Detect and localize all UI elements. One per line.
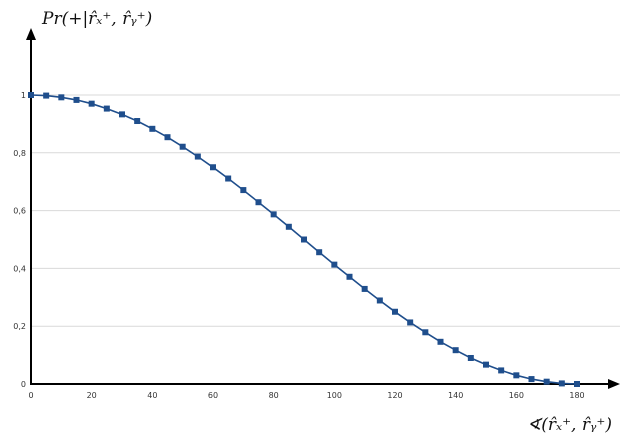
data-point (376, 297, 383, 304)
x-tick-label: 0 (28, 391, 33, 400)
y-axis-arrow (26, 28, 36, 40)
data-point (483, 361, 489, 368)
x-tick-label: 20 (87, 391, 97, 400)
data-point (225, 175, 232, 182)
data-point (346, 273, 353, 280)
data-point (543, 378, 550, 385)
data-point (331, 261, 338, 268)
data-point (316, 249, 323, 256)
data-point (270, 211, 277, 218)
data-point (407, 319, 414, 326)
data-point (574, 381, 580, 387)
data-point (103, 105, 110, 112)
data-point (43, 92, 50, 99)
x-tick-label: 40 (147, 391, 157, 400)
data-point (467, 354, 474, 361)
data-point (210, 164, 216, 171)
x-axis-arrow (608, 379, 620, 389)
data-point (134, 118, 141, 125)
data-point (528, 376, 535, 383)
y-tick-label: 1 (21, 91, 26, 100)
data-point (179, 143, 186, 150)
x-tick-label: 80 (269, 391, 279, 400)
x-tick-label: 60 (208, 391, 218, 400)
y-tick-label: 0,4 (13, 264, 26, 273)
data-point (558, 380, 565, 387)
data-point (498, 367, 505, 374)
data-point (73, 96, 80, 103)
data-point (28, 92, 34, 98)
y-tick-label: 0,8 (13, 149, 26, 158)
data-point (513, 372, 520, 379)
data-point (437, 338, 444, 345)
data-point (255, 199, 262, 206)
data-point (149, 125, 156, 132)
y-tick-label: 0,2 (13, 322, 26, 331)
data-point (194, 153, 201, 160)
data-point (58, 94, 65, 101)
x-tick-labels: 0 20 40 60 80 100 120 140 160 180 (28, 391, 584, 400)
x-tick-label: 120 (387, 391, 402, 400)
data-point (301, 236, 307, 243)
data-point (164, 134, 171, 141)
axes (26, 28, 620, 389)
x-tick-label: 100 (327, 391, 342, 400)
data-point (361, 285, 368, 292)
x-tick-label: 180 (569, 391, 584, 400)
data-point (88, 100, 95, 107)
y-tick-labels: 0 0,2 0,4 0,6 0,8 1 (13, 91, 26, 389)
data-point (452, 347, 459, 354)
x-axis-label: ∢(r̂ₓ⁺, r̂ᵧ⁺) (527, 415, 612, 434)
y-tick-label: 0,6 (13, 207, 26, 216)
data-point (422, 329, 429, 336)
data-series (28, 92, 580, 387)
y-tick-label: 0 (21, 380, 26, 389)
x-tick-label: 160 (509, 391, 524, 400)
data-point (119, 111, 125, 118)
grid-lines (31, 94, 620, 327)
data-point (240, 187, 247, 194)
y-axis-label: Pr(+|r̂ₓ⁺, r̂ᵧ⁺) (41, 9, 152, 29)
x-tick-label: 140 (448, 391, 463, 400)
data-point (285, 223, 292, 230)
data-point (392, 308, 398, 315)
